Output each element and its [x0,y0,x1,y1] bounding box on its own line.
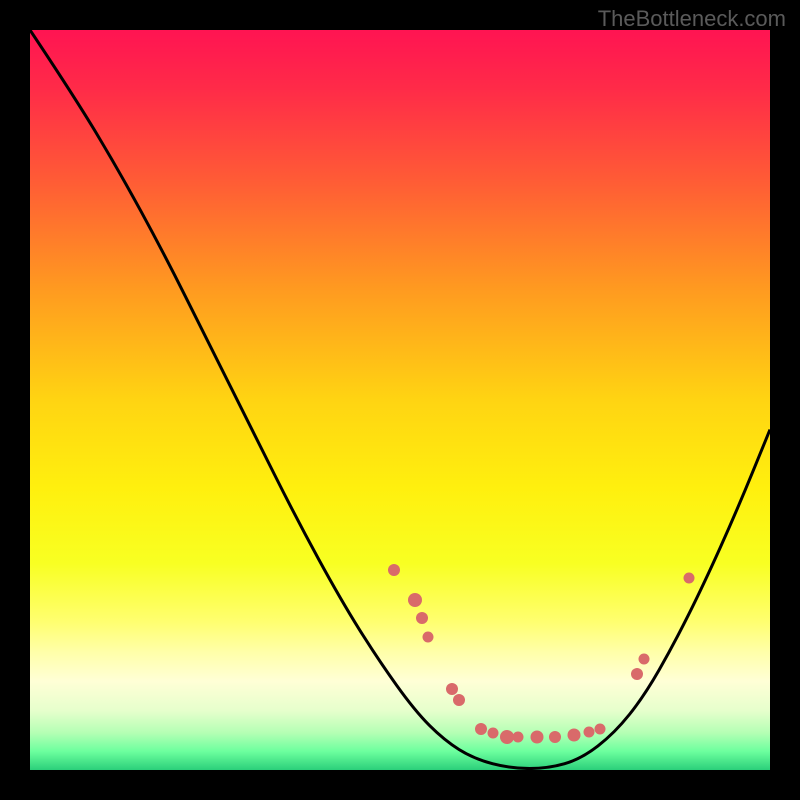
data-marker [631,668,643,680]
data-marker [388,564,400,576]
data-marker [446,683,458,695]
data-marker [639,654,650,665]
data-marker [487,728,498,739]
data-marker [594,724,605,735]
watermark-text: TheBottleneck.com [598,6,786,32]
data-marker [549,731,561,743]
bottleneck-curve [30,30,770,770]
data-marker [567,729,580,742]
data-marker [530,730,543,743]
data-marker [423,631,434,642]
data-marker [583,726,594,737]
data-marker [513,732,524,743]
data-marker [416,612,428,624]
data-marker [475,723,487,735]
plot-area [30,30,770,770]
data-marker [408,593,422,607]
data-marker [683,572,694,583]
data-marker [453,694,465,706]
